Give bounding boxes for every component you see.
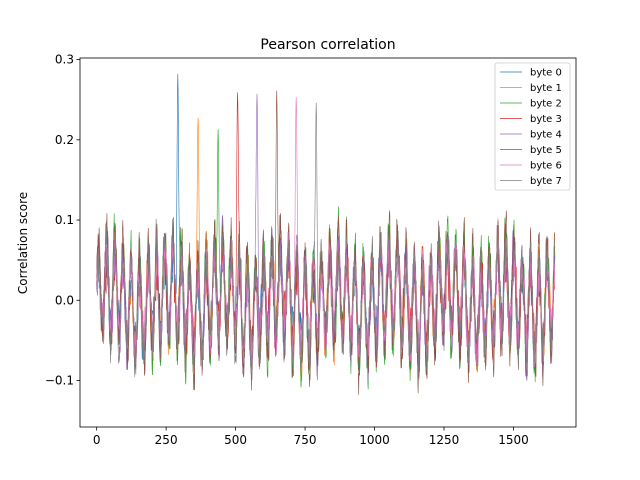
x-tick-label: 250 [155,433,178,447]
y-tick-label: −0.1 [45,373,74,387]
legend: byte 0 byte 1 byte 2 byte 3 byte 4 byte 5 byte… [494,62,571,191]
x-tick-label: 0 [93,433,101,447]
legend-label: byte 0 [530,68,562,79]
plot-series-group [96,73,556,395]
x-tick-label: 500 [224,433,247,447]
plot-frame [79,57,577,428]
y-tick-label: 0.1 [55,213,74,227]
x-tick-label: 1500 [498,433,529,447]
legend-label: byte 6 [530,161,562,172]
chart-title: Pearson correlation [260,37,395,53]
y-tick-label: 0.3 [55,53,74,67]
y-axis: −0.1 0.0 0.1 0.2 0.3 [45,53,80,387]
legend-label: byte 2 [530,99,562,110]
legend-label: byte 3 [530,114,562,125]
y-tick-label: 0.0 [55,293,74,307]
legend-label: byte 7 [530,176,562,187]
x-tick-label: 1250 [429,433,460,447]
x-tick-label: 750 [294,433,317,447]
legend-label: byte 4 [530,130,562,141]
x-axis: 0 250 500 750 1000 1250 1500 [93,427,529,447]
x-tick-label: 1000 [359,433,390,447]
legend-label: byte 5 [530,145,562,156]
legend-box [494,62,571,191]
y-axis-label: Correlation score [16,192,30,294]
legend-label: byte 1 [530,83,562,94]
y-tick-label: 0.2 [55,133,74,147]
series-line-byte-7 [96,102,556,385]
